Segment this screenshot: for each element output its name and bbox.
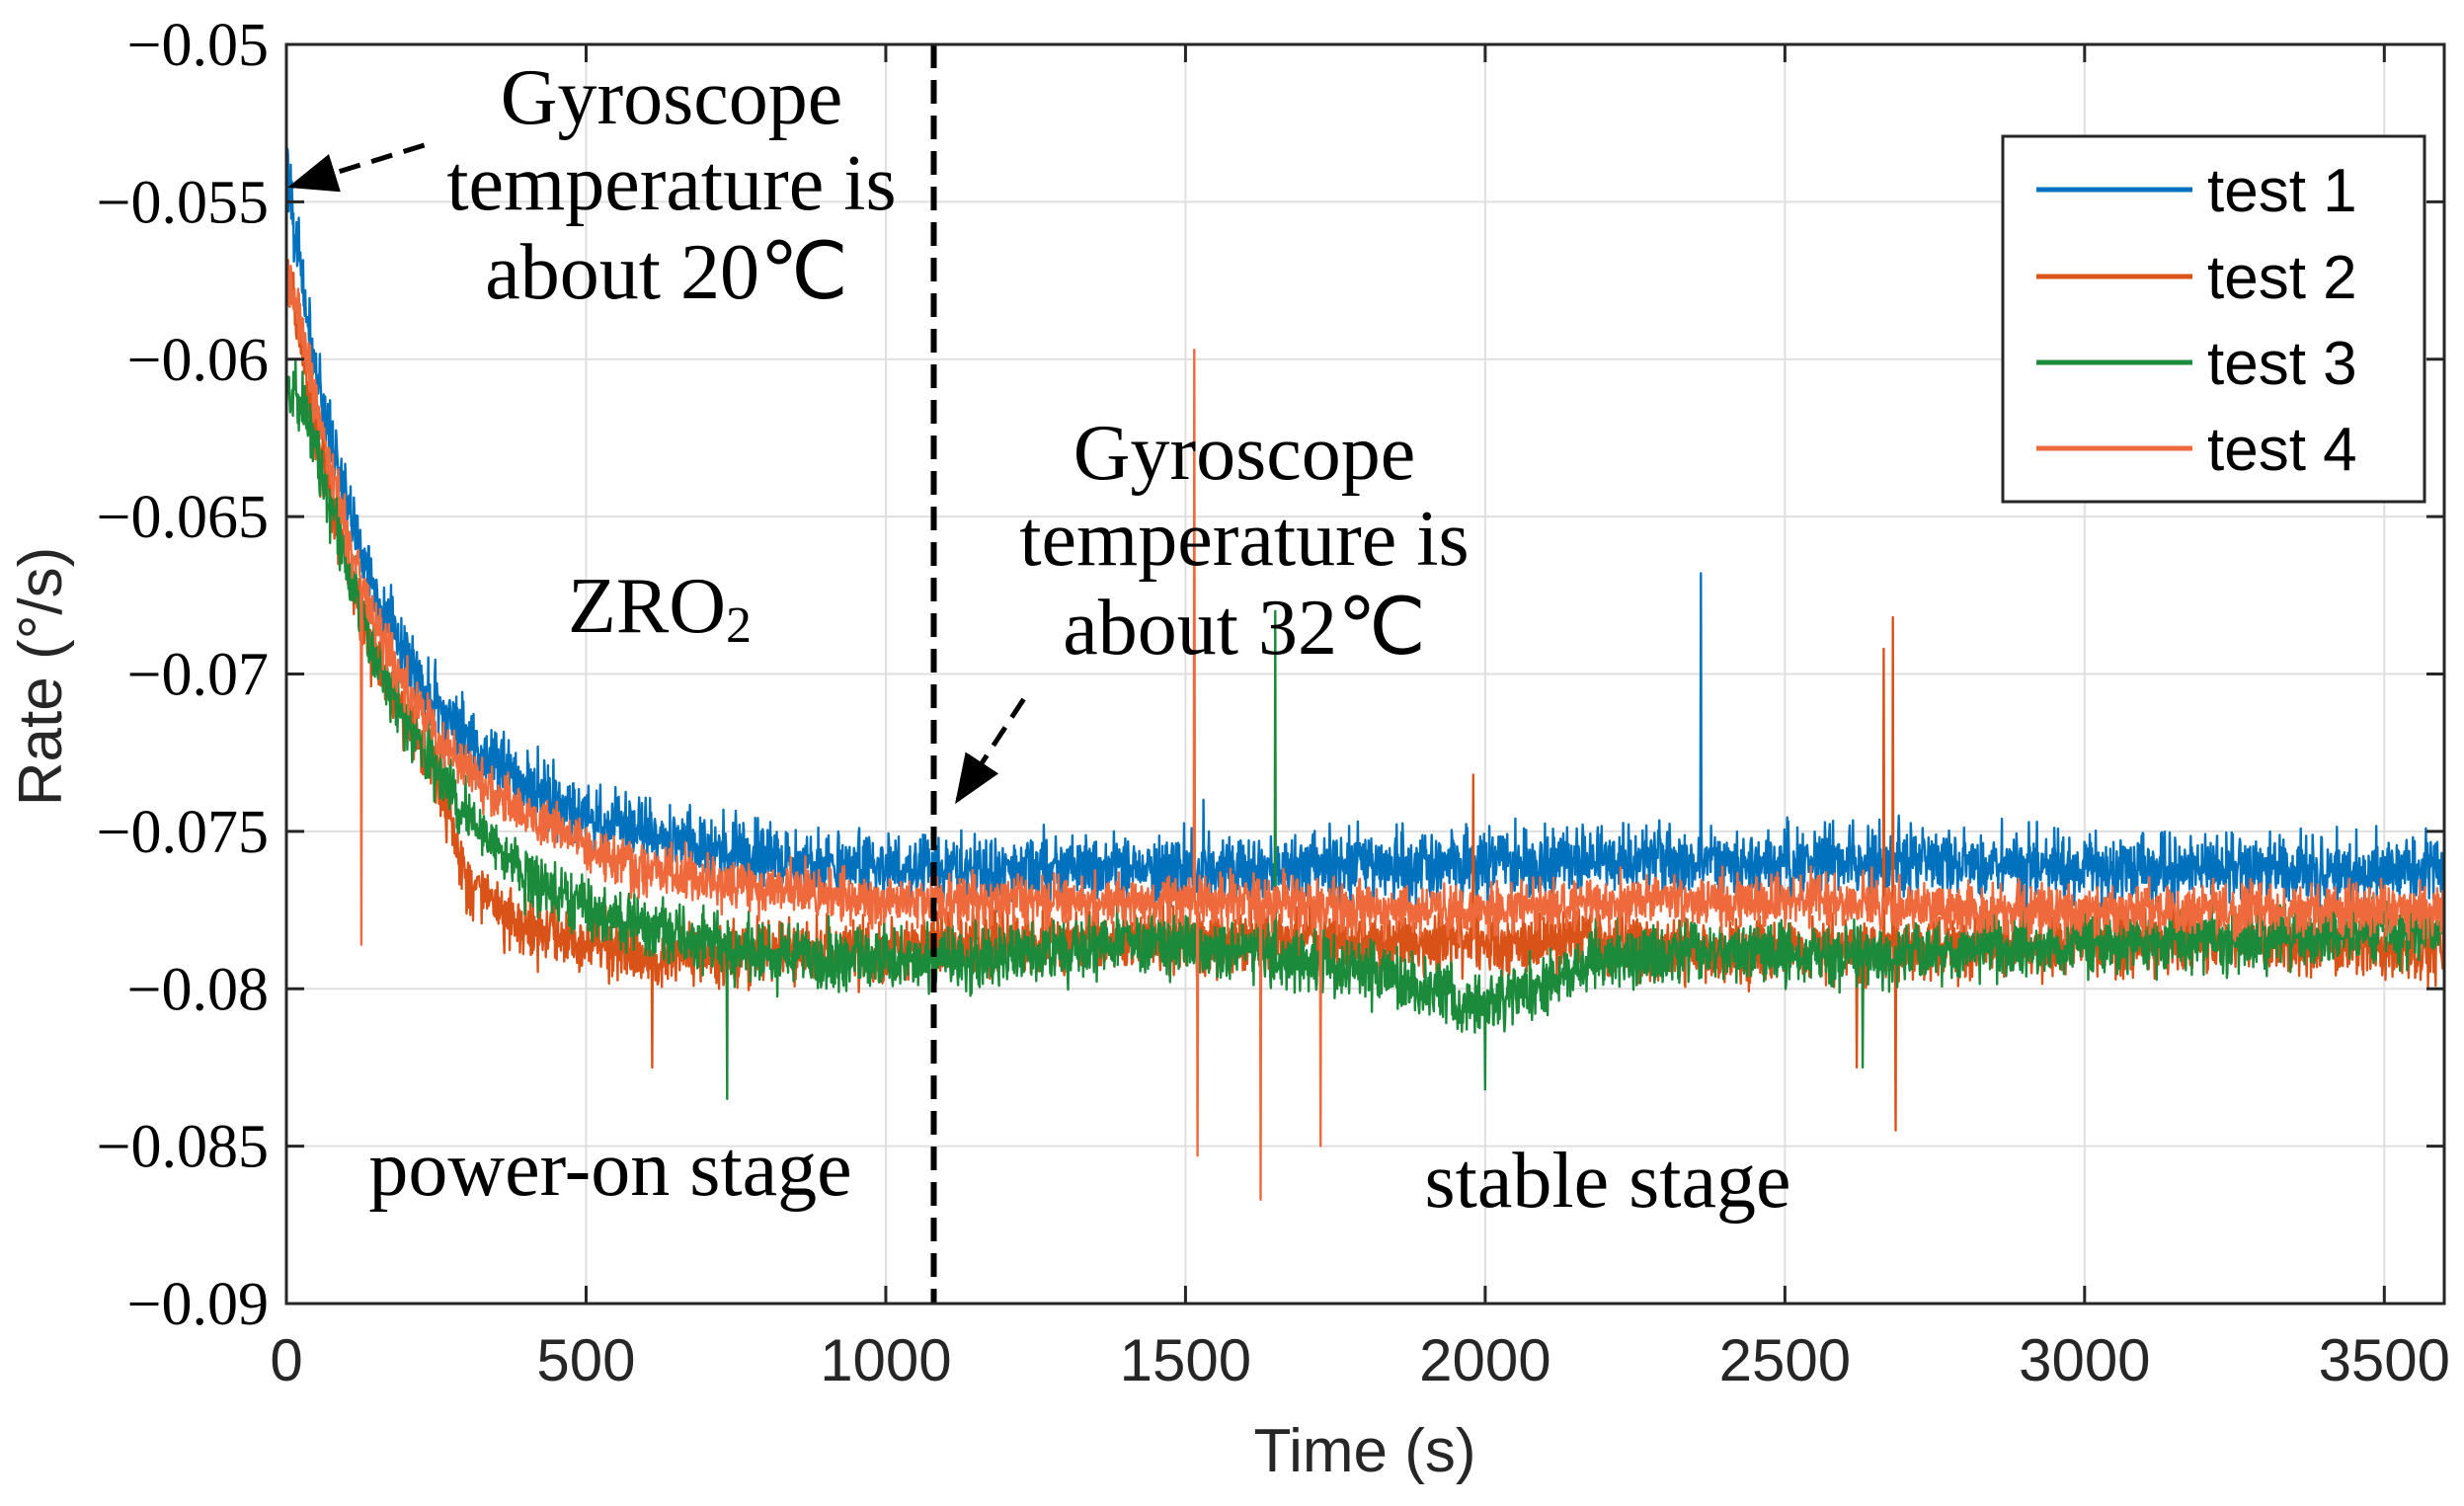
y-tick-label-2: −0.06 xyxy=(127,327,269,394)
legend-label-test-2: test 2 xyxy=(2207,244,2357,312)
annotation-gyro-20: Gyroscope temperature is about 20℃ xyxy=(287,54,897,316)
annotation-gyro-32-line-2: temperature is xyxy=(1019,496,1469,583)
series-line-test-4 xyxy=(286,262,2444,1201)
y-tick-label-7: −0.085 xyxy=(97,1114,269,1181)
annotation-gyro-32-line-1: Gyroscope xyxy=(1073,410,1416,497)
y-tick-label-3: −0.065 xyxy=(97,484,269,551)
y-tick-label-6: −0.08 xyxy=(127,956,269,1023)
annotation-power-on-stage: power-on stage xyxy=(368,1126,851,1213)
annotation-gyro-32-arrow xyxy=(955,697,1026,805)
x-axis-ticks: 0 500 1000 1500 2000 2500 3000 3500 xyxy=(270,44,2450,1393)
x-tick-label-3: 1500 xyxy=(1120,1327,1251,1393)
x-tick-label-7: 3500 xyxy=(2319,1327,2450,1393)
series-line-test-1 xyxy=(286,147,2444,915)
legend-item-test-4: test 4 xyxy=(2036,416,2357,484)
series-layer xyxy=(286,147,2444,1201)
x-axis-label: Time (s) xyxy=(1254,1417,1476,1485)
x-tick-label-2: 1000 xyxy=(820,1327,951,1393)
x-tick-label-4: 2000 xyxy=(1419,1327,1550,1393)
legend-label-test-4: test 4 xyxy=(2207,416,2357,484)
annotation-zro2-main: ZRO xyxy=(568,563,726,650)
y-tick-label-8: −0.09 xyxy=(127,1271,269,1338)
y-tick-label-1: −0.055 xyxy=(97,169,269,236)
y-tick-label-5: −0.075 xyxy=(97,799,269,866)
legend-box xyxy=(2001,134,2426,504)
y-axis-label: Rate (°/s) xyxy=(7,547,75,807)
x-tick-label-5: 2500 xyxy=(1719,1327,1851,1393)
y-axis-ticks: −0.05 −0.055 −0.06 −0.065 −0.07 −0.075 −0.08 −0… xyxy=(97,12,2444,1338)
legend-label-test-1: test 1 xyxy=(2207,157,2357,225)
x-tick-label-1: 500 xyxy=(536,1327,635,1393)
legend-label-test-3: test 3 xyxy=(2207,330,2357,398)
annotation-gyro-20-line-3: about 20℃ xyxy=(485,229,848,316)
annotation-zro2-sub: 2 xyxy=(726,597,752,654)
legend-item-test-2: test 2 xyxy=(2036,244,2357,312)
annotation-gyro-32-line-3: about 32℃ xyxy=(1063,585,1426,672)
annotation-gyro-32: Gyroscope temperature is about 32℃ xyxy=(955,410,1470,805)
annotation-stable-stage: stable stage xyxy=(1425,1138,1791,1225)
legend-item-test-3: test 3 xyxy=(2036,330,2357,398)
annotation-zro2: ZRO2 xyxy=(568,563,752,654)
y-tick-label-0: −0.05 xyxy=(127,12,269,79)
annotation-gyro-20-line-2: temperature is xyxy=(446,140,896,227)
annotation-gyro-20-line-1: Gyroscope xyxy=(501,54,843,141)
annotation-gyro-20-arrow xyxy=(287,142,426,193)
y-tick-label-4: −0.07 xyxy=(127,642,269,709)
legend: test 1 test 2 test 3 test 4 xyxy=(2001,134,2426,504)
legend-item-test-1: test 1 xyxy=(2036,157,2357,225)
series-line-test-3 xyxy=(286,359,2444,1100)
x-tick-label-0: 0 xyxy=(270,1327,302,1393)
x-tick-label-6: 3000 xyxy=(2019,1327,2150,1393)
